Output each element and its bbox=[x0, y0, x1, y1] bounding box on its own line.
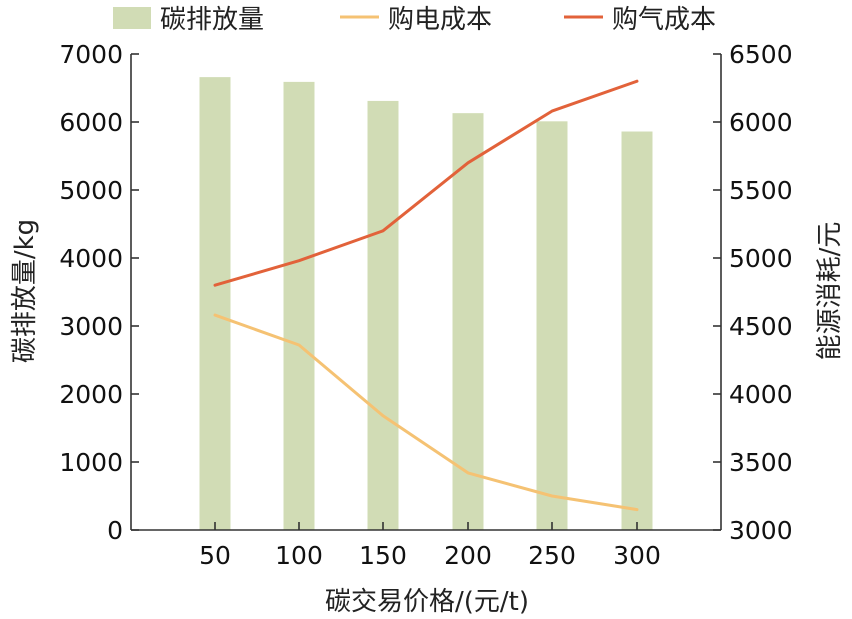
bar-150 bbox=[367, 100, 399, 531]
left-axis-ticks: 0 1000 2000 3000 4000 5000 6000 7000 bbox=[59, 40, 139, 545]
line-series-group bbox=[213, 79, 639, 512]
legend-label-gas-cost: 购气成本 bbox=[612, 5, 716, 35]
right-axis-ticks: 3000 3500 4000 4500 5000 5500 6000 6500 bbox=[713, 40, 793, 545]
bar-200 bbox=[452, 113, 484, 530]
legend-swatch-carbon-emissions bbox=[113, 7, 151, 29]
right-tick-label: 5500 bbox=[729, 176, 793, 205]
right-tick-label: 3500 bbox=[729, 448, 793, 477]
bar-100 bbox=[283, 81, 315, 530]
x-tick-label: 250 bbox=[528, 541, 576, 570]
axes bbox=[130, 54, 722, 531]
x-axis-title: 碳交易价格/(元/t) bbox=[325, 587, 529, 617]
right-tick-label: 6000 bbox=[729, 108, 793, 137]
left-tick-label: 6000 bbox=[59, 108, 123, 137]
legend-label-electricity-cost: 购电成本 bbox=[388, 5, 492, 35]
left-tick-label: 3000 bbox=[59, 312, 123, 341]
legend-label-carbon-emissions: 碳排放量 bbox=[160, 5, 264, 35]
line-electricity-cost bbox=[213, 313, 639, 512]
x-tick-label: 100 bbox=[275, 541, 323, 570]
right-tick-label: 3000 bbox=[729, 516, 793, 545]
x-tick-label: 200 bbox=[444, 541, 492, 570]
x-tick-label: 150 bbox=[359, 541, 407, 570]
line-gas-cost bbox=[213, 79, 639, 287]
bar-50 bbox=[199, 77, 231, 531]
left-tick-label: 5000 bbox=[59, 176, 123, 205]
bar-250 bbox=[536, 121, 568, 530]
right-tick-label: 4000 bbox=[729, 380, 793, 409]
x-tick-label: 300 bbox=[613, 541, 661, 570]
right-tick-label: 4500 bbox=[729, 312, 793, 341]
left-axis-title: 碳排放量/kg bbox=[10, 219, 40, 363]
right-tick-label: 5000 bbox=[729, 244, 793, 273]
left-tick-label: 4000 bbox=[59, 244, 123, 273]
left-tick-label: 2000 bbox=[59, 380, 123, 409]
left-tick-label: 1000 bbox=[59, 448, 123, 477]
right-tick-label: 6500 bbox=[729, 40, 793, 69]
right-axis-title: 能源消耗/元 bbox=[815, 222, 845, 361]
left-tick-label: 7000 bbox=[59, 40, 123, 69]
left-tick-label: 0 bbox=[107, 516, 123, 545]
x-tick-label: 50 bbox=[199, 541, 231, 570]
x-axis-ticks: 50 100 150 200 250 300 bbox=[199, 522, 661, 570]
bar-300 bbox=[621, 131, 653, 530]
bar-series-carbon-emissions bbox=[199, 77, 653, 531]
legend: 碳排放量 购电成本 购气成本 bbox=[113, 5, 716, 35]
